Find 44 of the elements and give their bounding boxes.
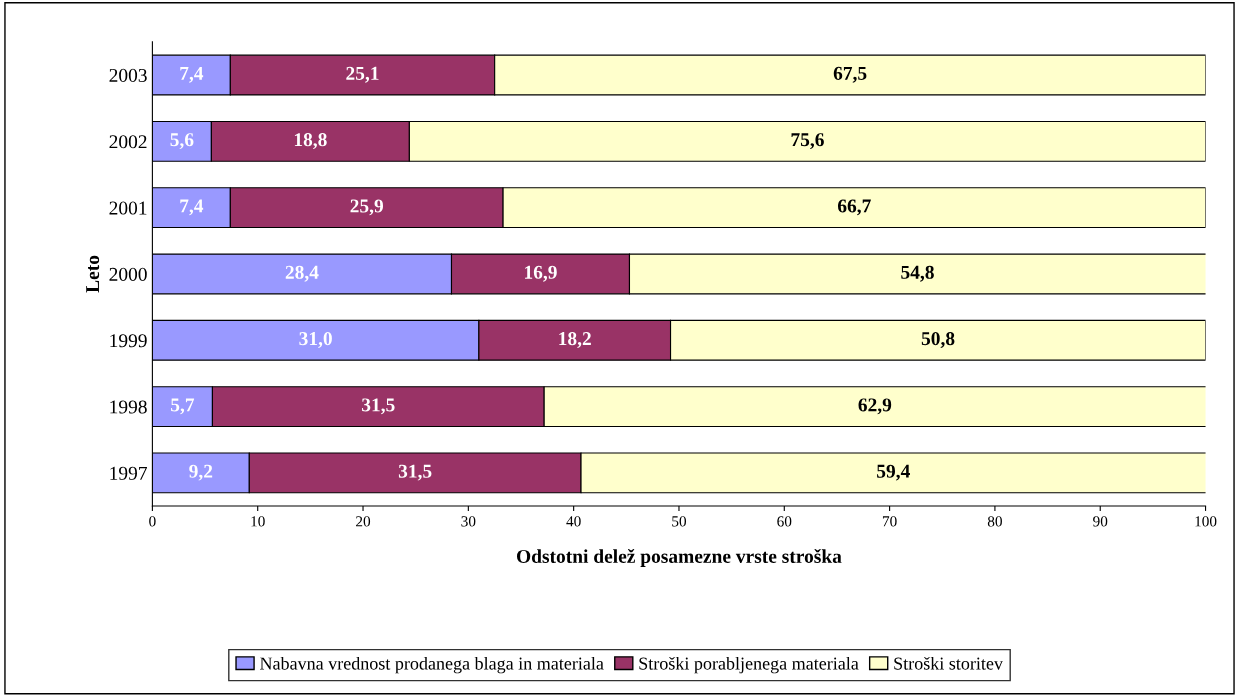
- y-tick-label: 1998: [110, 400, 147, 414]
- x-tick-label: 40: [566, 516, 581, 527]
- data-label: 54,8: [901, 265, 934, 282]
- data-label: 50,8: [921, 332, 955, 348]
- data-label: 25,9: [350, 199, 384, 216]
- x-tick-label: 30: [461, 516, 476, 527]
- data-label: 9,2: [189, 464, 213, 481]
- data-label: 31,0: [299, 332, 332, 348]
- data-label: 5,7: [171, 398, 195, 415]
- data-label: 31,5: [362, 398, 395, 415]
- data-label: 75,6: [791, 133, 824, 150]
- y-tick-label: 2001: [109, 201, 147, 215]
- x-tick-label: 60: [777, 516, 792, 527]
- data-label: 18,2: [559, 332, 591, 348]
- data-label: 31,5: [398, 464, 432, 481]
- x-axis-title: Odstotni delež posamezne vrste stroška: [516, 549, 842, 567]
- data-label: 16,9: [525, 265, 557, 282]
- data-label: 25,1: [346, 66, 379, 83]
- legend-label: Stroški storitev: [894, 656, 1003, 670]
- y-axis-title: Leto: [86, 255, 100, 293]
- x-tick-label: 70: [882, 516, 897, 527]
- x-tick-label: 100: [1195, 516, 1217, 527]
- x-tick-label: 80: [987, 516, 1002, 527]
- data-label: 59,4: [877, 464, 910, 481]
- legend-label: Stroški porabljenega materiala: [639, 656, 859, 674]
- data-label: 62,9: [858, 398, 892, 415]
- x-tick-label: 50: [672, 516, 687, 527]
- x-tick-label: 0: [149, 516, 156, 527]
- y-tick-label: 1997: [110, 466, 147, 480]
- data-label: 28,4: [285, 265, 319, 282]
- x-tick-label: 20: [356, 516, 371, 527]
- x-tick-label: 90: [1093, 516, 1108, 527]
- y-tick-label: 2003: [109, 68, 147, 82]
- data-label: 66,7: [837, 199, 871, 216]
- legend-label: Nabavna vrednost prodanega blaga in materiala: [260, 656, 604, 674]
- data-label: 5,6: [170, 133, 194, 150]
- y-tick-label: 2000: [109, 267, 147, 281]
- data-label: 7,4: [180, 199, 204, 216]
- y-tick-label: 1999: [110, 334, 147, 348]
- x-tick-label: 10: [251, 516, 265, 527]
- data-label: 67,5: [833, 66, 867, 83]
- data-label: 7,4: [180, 66, 204, 83]
- data-label: 18,8: [294, 133, 327, 150]
- y-tick-label: 2002: [109, 135, 147, 149]
